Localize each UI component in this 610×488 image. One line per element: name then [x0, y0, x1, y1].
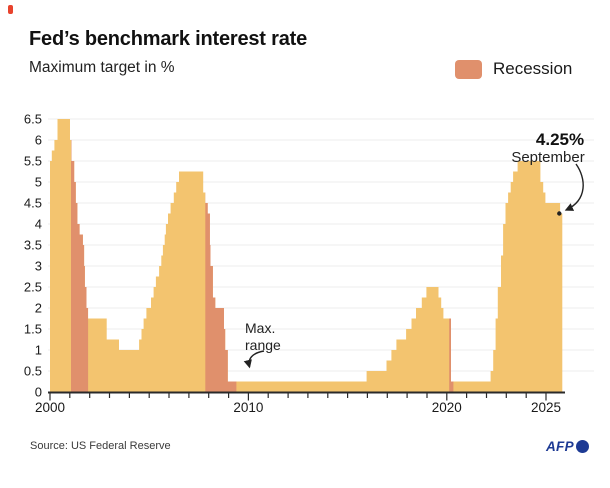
y-tick-label: 5 — [35, 175, 42, 190]
latest-rate-month: September — [511, 149, 585, 166]
page-subtitle: Maximum target in % — [29, 59, 175, 76]
latest-point-dot — [557, 211, 562, 216]
y-tick-label: 0.5 — [24, 364, 42, 379]
max-range-line1: Max. — [245, 320, 276, 336]
y-tick-label: 3 — [35, 259, 42, 274]
recession-band — [449, 318, 454, 392]
y-tick-label: 2 — [35, 301, 42, 316]
max-range-annotation: Max. range — [245, 320, 281, 353]
y-tick-label: 4 — [35, 217, 42, 232]
y-tick-label: 1 — [35, 343, 42, 358]
y-tick-label: 5.5 — [24, 154, 42, 169]
max-range-line2: range — [245, 336, 281, 353]
y-tick-label: 3.5 — [24, 238, 42, 253]
x-tick-label: 2020 — [432, 400, 462, 415]
y-tick-label: 6 — [35, 133, 42, 148]
recession-legend-label: Recession — [493, 59, 573, 78]
x-tick-label: 2000 — [35, 400, 65, 415]
max-range-arrow — [243, 350, 265, 369]
source-credit: Source: US Federal Reserve — [30, 440, 171, 452]
afp-logo-text: AFP — [546, 439, 574, 454]
y-tick-label: 0 — [35, 385, 42, 400]
y-tick-label: 6.5 — [24, 112, 42, 127]
recession-band — [205, 203, 237, 392]
recession-band — [71, 140, 89, 392]
y-tick-label: 1.5 — [24, 322, 42, 337]
red-artifact-mark — [8, 5, 13, 14]
page-title: Fed’s benchmark interest rate — [29, 28, 308, 50]
afp-logo: AFP — [546, 439, 589, 454]
recession-legend-swatch — [455, 59, 482, 79]
latest-rate-value: 4.25% — [535, 130, 585, 149]
legend: Recession — [455, 59, 572, 79]
x-tick-label: 2010 — [233, 400, 263, 415]
y-tick-label: 4.5 — [24, 196, 42, 211]
y-tick-label: 2.5 — [24, 280, 42, 295]
september-arrow — [564, 163, 584, 211]
x-tick-label: 2025 — [531, 400, 561, 415]
afp-globe-icon — [575, 440, 589, 453]
rate-area — [50, 119, 563, 392]
